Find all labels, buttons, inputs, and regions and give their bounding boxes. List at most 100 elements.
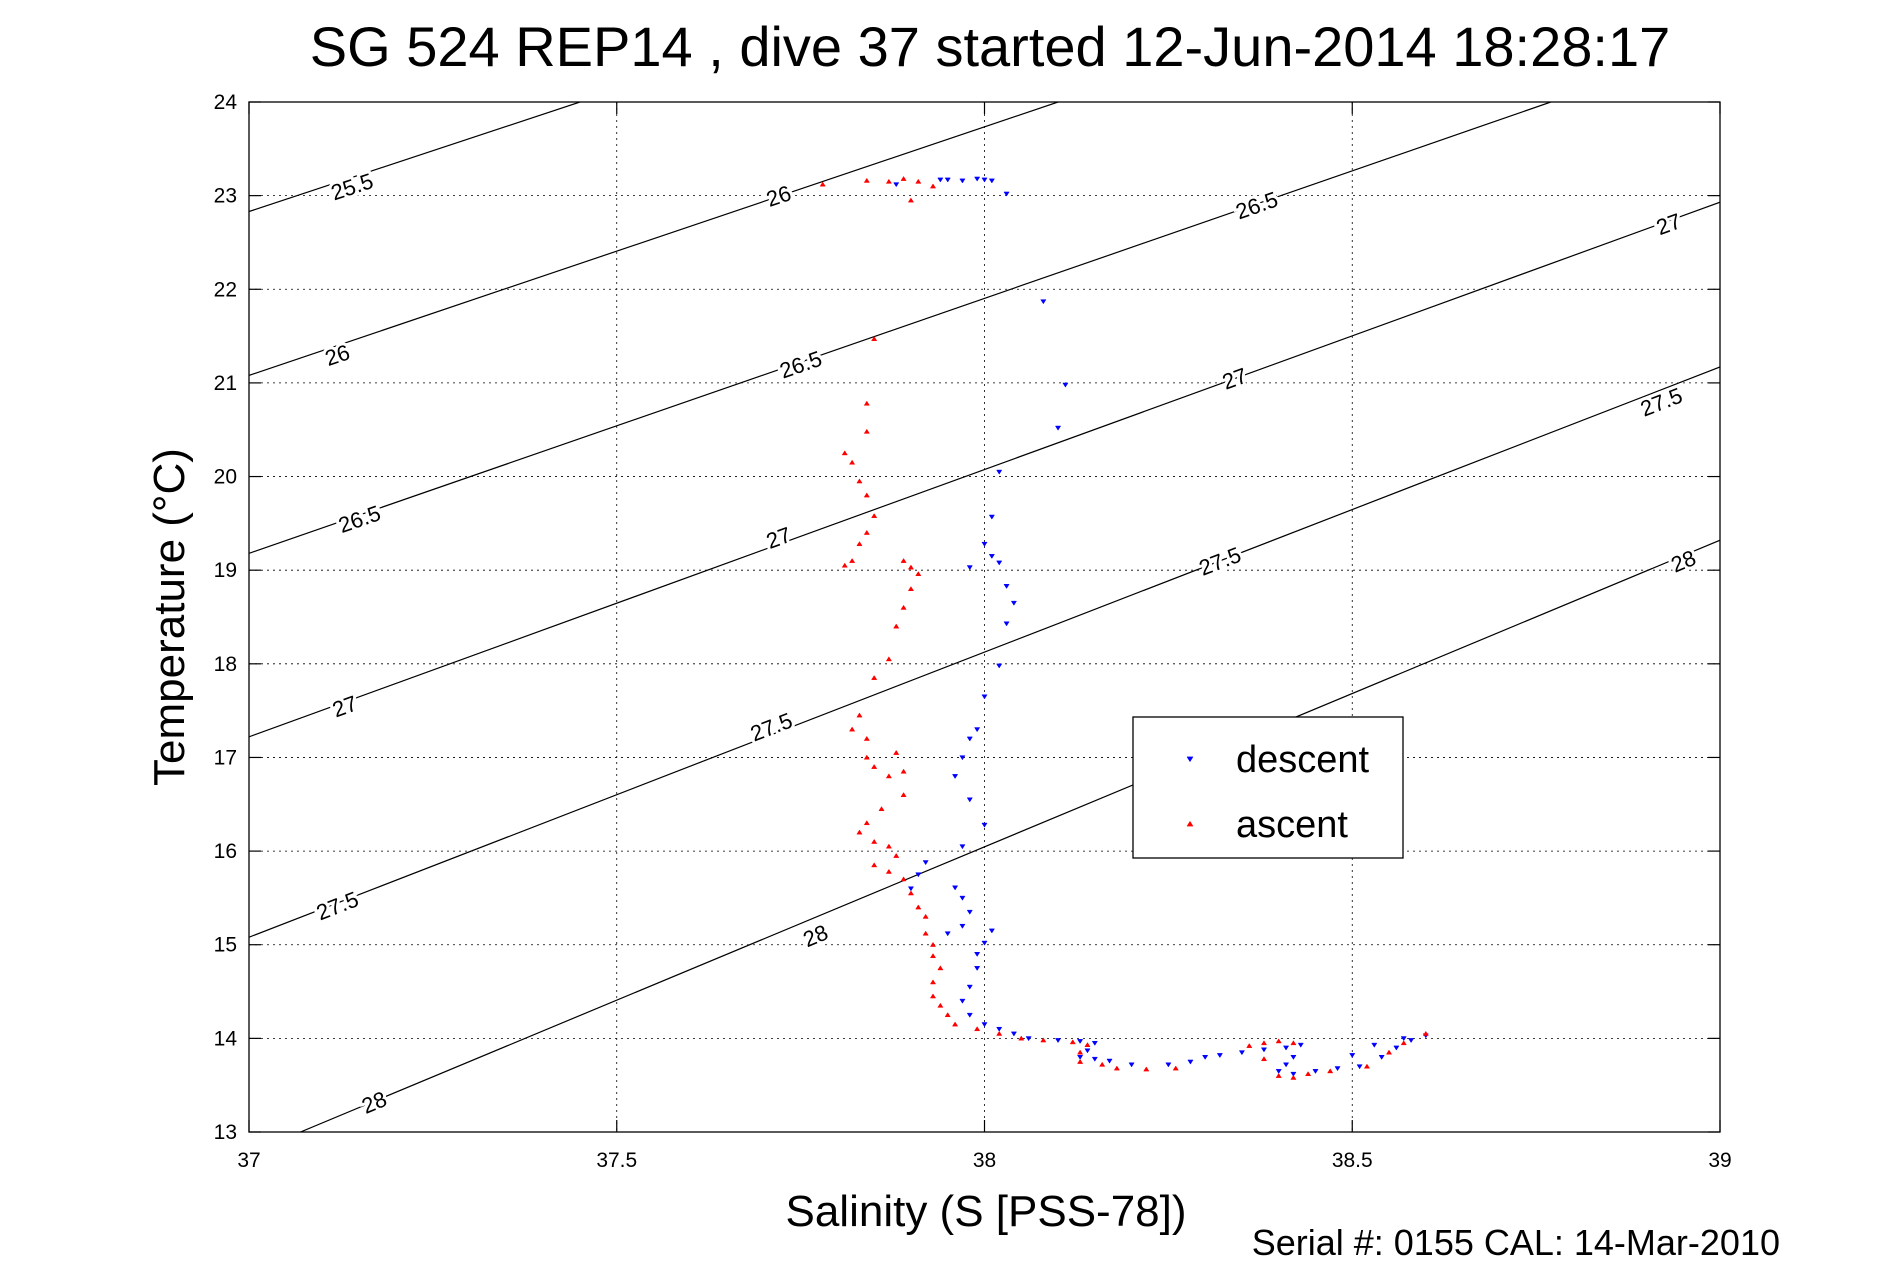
descent-point [966, 736, 973, 742]
descent-point [988, 554, 995, 559]
ascent-point [856, 829, 863, 835]
density-contours [249, 102, 1720, 1132]
descent-point [1282, 1045, 1290, 1051]
ascent-point [863, 428, 870, 434]
legend-marker-descent [1186, 756, 1194, 763]
descent-point [944, 931, 951, 937]
data-points [819, 175, 1429, 1080]
y-tick-label: 24 [214, 91, 238, 114]
ascent-point [915, 904, 922, 910]
ascent-point [915, 571, 922, 576]
descent-point [1393, 1045, 1400, 1051]
descent-point [1187, 1059, 1194, 1065]
ascent-point [915, 178, 922, 184]
ascent-point [871, 838, 878, 844]
density-contour-line [249, 102, 581, 213]
y-tick-label: 23 [214, 185, 237, 208]
axis-ticks: 37 37.5 38 38.5 39 13 14 15 16 17 18 19 20 21 22 23 24 [214, 91, 1732, 1172]
ascent-point [1290, 1040, 1297, 1046]
ascent-point [893, 852, 900, 858]
ascent-point [885, 656, 892, 662]
y-tick-label: 21 [214, 372, 237, 395]
x-tick-label: 39 [1708, 1149, 1731, 1172]
descent-point [1010, 1031, 1017, 1037]
x-tick-label: 37.5 [596, 1149, 637, 1172]
ascent-point [1275, 1038, 1282, 1044]
ascent-point [1143, 1066, 1150, 1072]
descent-point [1238, 1050, 1245, 1056]
descent-point [966, 565, 973, 571]
y-tick-label: 14 [214, 1027, 238, 1050]
y-tick-label: 16 [214, 840, 237, 863]
descent-point [1349, 1053, 1356, 1059]
descent-point [944, 177, 951, 183]
ascent-point [885, 868, 892, 874]
ascent-point [863, 529, 870, 535]
ascent-point [907, 564, 915, 570]
descent-point [1202, 1055, 1209, 1060]
descent-point [981, 1022, 988, 1028]
descent-point [1297, 1042, 1304, 1048]
descent-point [966, 909, 973, 915]
descent-point [1091, 1056, 1098, 1062]
ascent-point [856, 712, 863, 718]
descent-point [988, 928, 995, 934]
legend: descent ascent [1132, 716, 1404, 859]
descent-point [959, 895, 966, 901]
descent-point [996, 1026, 1003, 1032]
ascent-point [863, 400, 870, 406]
descent-point [959, 998, 966, 1004]
ascent-point [849, 558, 856, 563]
descent-point [1282, 1062, 1290, 1068]
ascent-point [937, 1002, 944, 1008]
ascent-point [1084, 1042, 1091, 1047]
ascent-point [1077, 1058, 1084, 1064]
ascent-point [1040, 1037, 1047, 1043]
ascent-point [1172, 1065, 1179, 1071]
ascent-point [1099, 1061, 1106, 1067]
y-tick-label: 18 [214, 653, 237, 676]
ascent-point [929, 993, 937, 999]
ascent-point [871, 862, 878, 868]
ascent-point [885, 773, 892, 779]
x-tick-label: 38 [973, 1149, 996, 1172]
descent-point [1378, 1055, 1385, 1060]
ascent-point [929, 953, 937, 959]
y-tick-label: 20 [214, 466, 237, 489]
ascent-point [996, 1030, 1003, 1036]
descent-point [1400, 1036, 1407, 1042]
grid-lines [249, 102, 1720, 1132]
ascent-point [929, 183, 937, 189]
descent-point [1003, 584, 1010, 589]
descent-point [959, 178, 966, 184]
ascent-point [863, 735, 870, 741]
ascent-point [841, 562, 848, 568]
descent-point [1010, 600, 1017, 606]
ascent-point [1069, 1039, 1076, 1045]
legend-label-descent: descent [1236, 739, 1370, 781]
descent-point [966, 1012, 973, 1018]
x-tick-label: 38.5 [1332, 1149, 1373, 1172]
descent-point [981, 177, 988, 183]
y-tick-label: 17 [214, 746, 237, 769]
descent-point [981, 541, 988, 547]
descent-point [959, 755, 966, 761]
descent-point [996, 663, 1003, 669]
descent-point [988, 514, 995, 520]
descent-point [974, 176, 981, 182]
ascent-point [944, 1012, 951, 1018]
y-tick-label: 19 [214, 559, 237, 582]
density-contour-line [249, 102, 1552, 554]
ascent-point [907, 197, 915, 203]
ascent-point [1275, 1073, 1282, 1078]
ascent-point [878, 806, 885, 812]
descent-point [1371, 1042, 1378, 1048]
y-tick-label: 15 [214, 934, 237, 957]
ascent-point [1422, 1030, 1429, 1036]
ascent-point [1363, 1063, 1371, 1069]
ascent-point [856, 478, 863, 484]
descent-point [1003, 191, 1010, 197]
descent-point [1040, 299, 1047, 305]
descent-point [966, 797, 973, 803]
ascent-point [841, 450, 848, 456]
